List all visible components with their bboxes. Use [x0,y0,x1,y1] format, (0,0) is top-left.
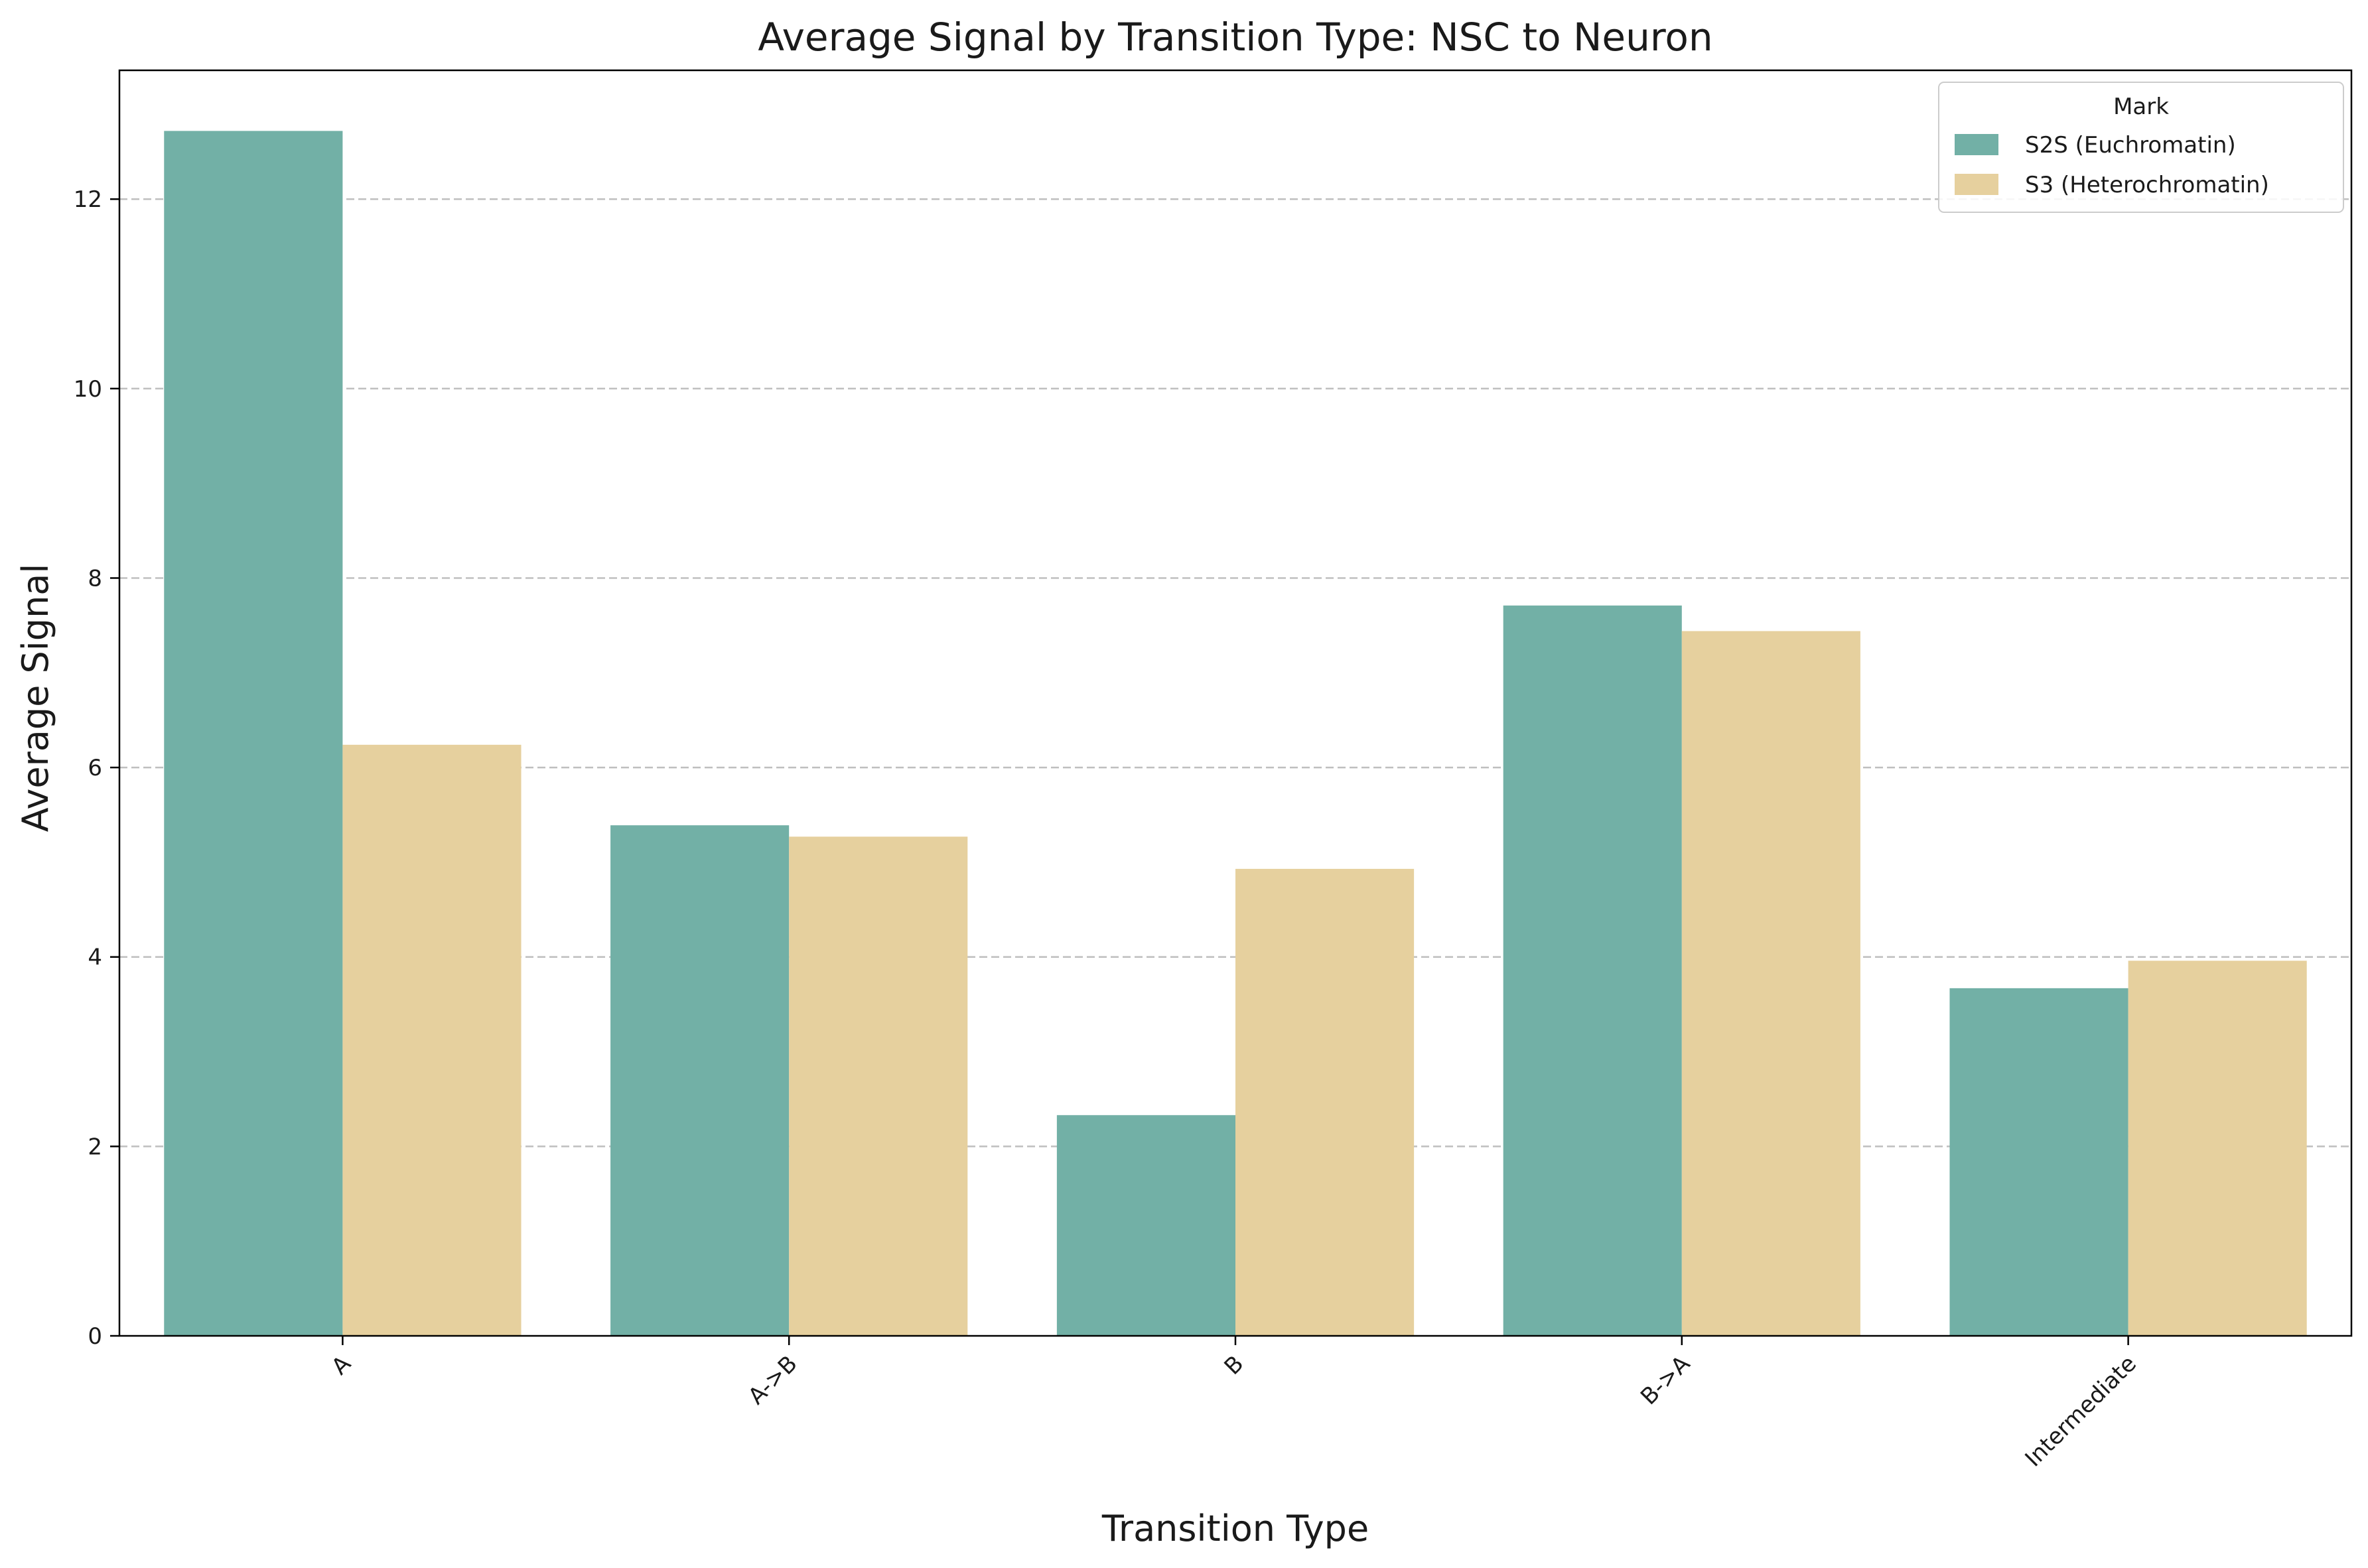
bar-s2s-1 [610,825,790,1336]
bar-s3-3 [1681,631,1860,1336]
bar-s2s-2 [1056,1115,1235,1336]
legend-title: Mark [2113,94,2169,120]
y-tick-label: 8 [88,565,102,592]
bar-s3-1 [789,836,968,1336]
y-axis-label: Average Signal [15,564,56,832]
x-tick-label: B->A [1636,1350,1695,1410]
x-tick-label: B [1219,1350,1249,1380]
axes [110,69,2353,1345]
plot-frame [118,69,2353,1337]
legend-frame [1938,82,2344,213]
bar-s3-4 [2128,960,2307,1336]
legend-label-s3: S3 (Heterochromatin) [2025,172,2269,198]
chart-title: Average Signal by Transition Type: NSC t… [758,15,1712,60]
legend-label-s2s: S2S (Euchromatin) [2025,132,2236,159]
bar-s2s-0 [164,131,343,1336]
y-tick-label: 4 [88,945,102,971]
x-tick-label: A [326,1350,356,1380]
y-tick-label: 6 [88,755,102,781]
bar-s3-2 [1235,868,1415,1336]
x-tick-label: A->B [743,1350,803,1410]
x-tick-labels: A A->B B B->A Intermediate [326,1350,2142,1472]
y-tick-label: 0 [88,1323,102,1350]
x-axis-label: Transition Type [1101,1508,1369,1549]
y-tick-label: 2 [88,1134,102,1160]
y-tick-labels: 0 2 4 6 8 10 12 [74,186,102,1350]
bar-s2s-3 [1503,605,1682,1337]
legend-swatch-s3 [1955,174,1998,195]
y-tick-label: 10 [74,376,102,403]
y-tick-label: 12 [74,186,102,213]
x-tick-label: Intermediate [2020,1350,2142,1472]
legend: Mark S2S (Euchromatin) S3 (Heterochromat… [1938,82,2344,213]
bar-s3-0 [342,744,522,1336]
legend-swatch-s2s [1955,134,1998,155]
bars [164,131,2307,1337]
bar-s2s-4 [1949,988,2128,1336]
